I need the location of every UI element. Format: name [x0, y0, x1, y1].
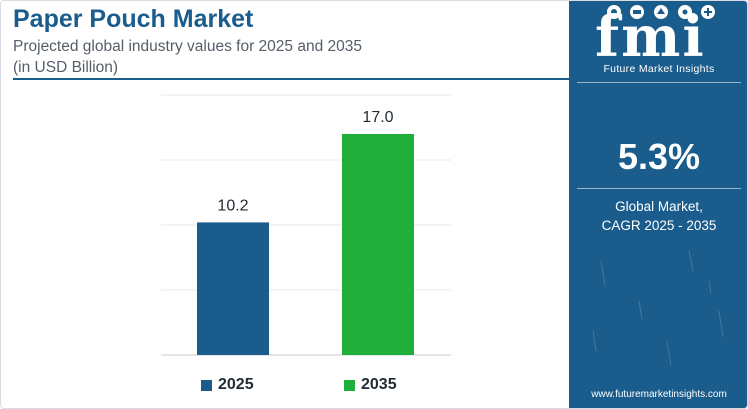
chart-title: Paper Pouch Market: [13, 5, 254, 33]
panel-divider-top: [577, 82, 741, 83]
logo-pictogram-icon: [607, 5, 715, 19]
legend-swatch-2025: [201, 379, 212, 391]
bar-2035: [342, 134, 414, 355]
subtitle-line-2: (in USD Billion): [13, 59, 119, 76]
data-label-2035: 17.0: [362, 109, 393, 126]
fmi-logo: fmi Future Market Insights: [569, 1, 747, 81]
cagr-label-line-1: Global Market,: [615, 199, 703, 214]
decorative-texture: [592, 250, 724, 366]
logo-tagline: Future Market Insights: [603, 63, 715, 75]
header-divider: [13, 78, 569, 80]
legend-label-2025: 2025: [218, 376, 254, 393]
logo-wordmark: fmi: [595, 4, 706, 70]
bar-chart: 10.2 17.0: [1, 81, 569, 408]
legend-item-2025: 2025: [201, 373, 254, 397]
chart-header: Paper Pouch Market Projected global indu…: [1, 1, 569, 80]
bar-chart-canvas: 10.2 17.0: [161, 94, 451, 356]
data-label-2025: 10.2: [217, 197, 248, 214]
chart-subtitle: Projected global industry values for 202…: [13, 36, 362, 78]
legend-label-2035: 2035: [361, 376, 397, 393]
cagr-label: Global Market, CAGR 2025 - 2035: [569, 197, 747, 235]
legend-swatch-2035: [344, 379, 355, 391]
cagr-value: 5.3%: [617, 136, 701, 177]
panel-divider-mid: [577, 188, 741, 189]
website-url[interactable]: www.futuremarketinsights.com: [591, 389, 727, 400]
legend-item-2035: 2035: [344, 373, 397, 397]
side-panel: fmi Future Market Insights 5.3% Global M…: [569, 1, 747, 408]
cagr-label-line-2: CAGR 2025 - 2035: [601, 218, 717, 233]
subtitle-line-1: Projected global industry values for 202…: [13, 38, 362, 55]
bar-2025: [197, 222, 269, 355]
